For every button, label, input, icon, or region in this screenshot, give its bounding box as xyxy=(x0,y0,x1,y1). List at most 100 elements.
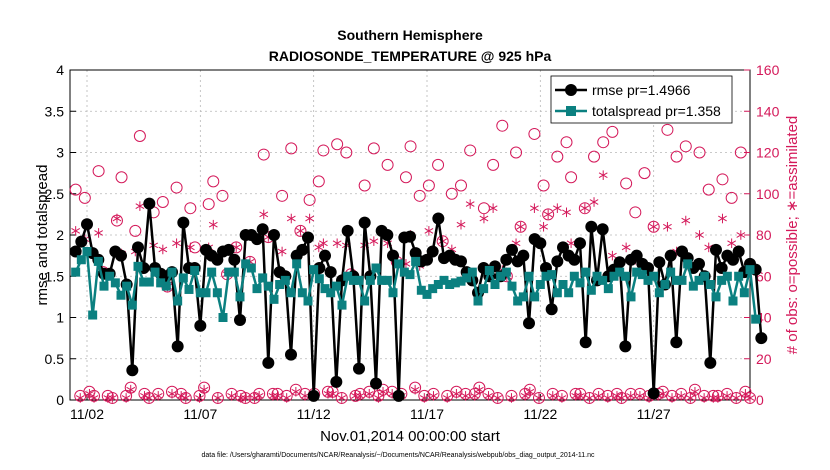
asterisk-stroke xyxy=(314,244,324,251)
asterisk-stroke xyxy=(208,221,218,228)
asterisk-stroke xyxy=(176,393,186,399)
obs-possible-marker xyxy=(514,220,527,233)
obs-assimilated-marker xyxy=(94,228,104,238)
spread-point xyxy=(110,278,120,288)
obs-possible-marker xyxy=(647,220,660,233)
obs-assimilated-marker xyxy=(89,393,99,403)
obs-assimilated-marker xyxy=(534,393,544,403)
spread-point xyxy=(490,280,500,289)
obs-possible-marker xyxy=(432,158,445,171)
asterisk-stroke xyxy=(227,393,237,399)
obs-assimilated-marker xyxy=(452,389,461,399)
obs-assimilated-marker xyxy=(227,391,237,401)
y-tick-label-left: 0 xyxy=(56,392,64,408)
obs-assimilated-marker xyxy=(713,393,723,403)
spread-point xyxy=(654,288,664,298)
asterisk-stroke xyxy=(355,393,365,399)
spread-point xyxy=(292,259,302,269)
asterisk-stroke xyxy=(566,240,576,247)
asterisk-stroke xyxy=(328,390,337,397)
obs-possible-marker xyxy=(78,191,91,204)
asterisk-stroke xyxy=(465,201,475,207)
obs-possible-marker xyxy=(202,198,215,211)
spread-point xyxy=(116,290,126,300)
spread-point xyxy=(598,275,608,285)
spread-point xyxy=(207,267,217,277)
asterisk-stroke xyxy=(695,232,704,238)
y-tick-label-right: 120 xyxy=(756,145,780,161)
spread-point xyxy=(637,270,647,280)
asterisk-stroke xyxy=(488,205,498,212)
obs-possible-marker xyxy=(257,148,270,161)
asterisk-stroke xyxy=(676,393,686,399)
obs-assimilated-marker xyxy=(456,219,466,230)
obs-possible-marker xyxy=(629,206,642,219)
spread-point xyxy=(456,276,466,286)
asterisk-stroke xyxy=(552,205,562,212)
obs-possible-marker xyxy=(445,187,458,200)
obs-assimilated-marker xyxy=(470,391,480,401)
obs-assimilated-marker xyxy=(424,226,434,236)
asterisk-stroke xyxy=(447,246,457,253)
spread-point xyxy=(445,280,455,289)
obs-possible-marker xyxy=(317,144,330,157)
rmse-point xyxy=(404,230,416,243)
obs-assimilated-marker xyxy=(745,393,755,403)
obs-assimilated-marker xyxy=(364,389,374,399)
asterisk-stroke xyxy=(557,395,567,401)
spread-point xyxy=(212,288,222,298)
obs-possible-marker xyxy=(528,127,541,140)
spread-point xyxy=(564,288,574,298)
spread-point xyxy=(722,271,732,281)
rmse-point xyxy=(177,216,190,229)
rmse-point xyxy=(234,313,246,326)
x-axis-label: Nov.01,2014 00:00:00 start xyxy=(320,428,501,445)
obs-assimilated-marker xyxy=(621,242,631,253)
obs-assimilated-marker xyxy=(71,226,81,236)
spread-point xyxy=(609,271,619,281)
spread-point xyxy=(518,292,528,302)
asterisk-stroke xyxy=(140,393,149,399)
rmse-point xyxy=(426,245,439,258)
obs-assimilated-marker xyxy=(355,391,365,401)
spread-point xyxy=(575,278,585,288)
spread-point xyxy=(365,275,375,285)
asterisk-stroke xyxy=(722,393,732,399)
asterisk-stroke xyxy=(713,395,723,401)
spread-point xyxy=(620,271,630,281)
legend: rmse pr=1.4966 totalspread pr=1.358 xyxy=(550,75,733,124)
asterisk-stroke xyxy=(181,395,191,401)
spread-point xyxy=(711,292,721,302)
obs-possible-marker xyxy=(179,391,192,404)
spread-point xyxy=(581,267,591,277)
spread-point xyxy=(303,296,313,306)
spread-point xyxy=(717,275,727,285)
obs-possible-marker xyxy=(294,224,307,237)
spread-point xyxy=(547,270,557,280)
x-tick-label: 11/02 xyxy=(70,406,104,422)
obs-assimilated-marker xyxy=(107,393,117,403)
asterisk-stroke xyxy=(300,393,310,399)
asterisk-stroke xyxy=(461,393,470,399)
asterisk-stroke xyxy=(516,223,526,230)
obs-assimilated-marker xyxy=(589,197,599,207)
rmse-point xyxy=(517,249,530,262)
obs-assimilated-marker xyxy=(676,391,686,401)
asterisk-stroke xyxy=(240,395,250,401)
asterisk-stroke xyxy=(318,240,328,247)
rmse-point xyxy=(715,262,728,274)
obs-possible-marker xyxy=(156,196,169,208)
asterisk-stroke xyxy=(291,388,301,395)
obs-assimilated-marker xyxy=(543,209,553,220)
spread-point xyxy=(122,281,132,291)
obs-assimilated-marker xyxy=(208,219,218,230)
spread-point xyxy=(309,265,319,275)
y-tick-label-left: 3.5 xyxy=(45,103,65,119)
obs-possible-marker xyxy=(487,158,500,171)
spread-point xyxy=(127,300,137,310)
obs-assimilated-marker xyxy=(557,393,567,403)
obs-assimilated-marker xyxy=(167,389,177,399)
rmse-point xyxy=(132,241,144,254)
spread-point xyxy=(569,271,579,281)
rmse-point xyxy=(143,197,156,210)
